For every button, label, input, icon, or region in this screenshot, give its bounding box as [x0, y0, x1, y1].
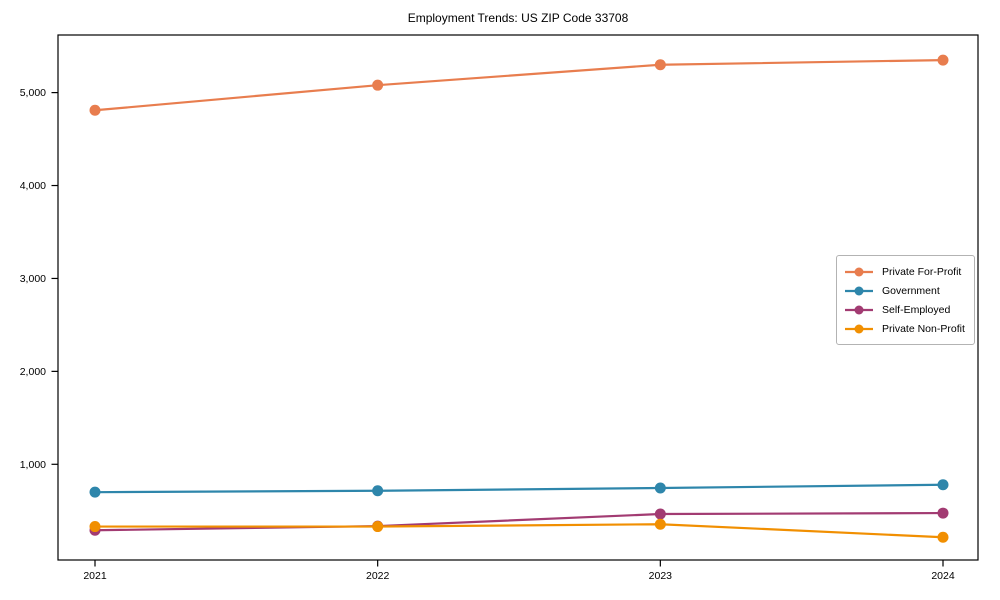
y-tick-label: 5,000	[20, 87, 46, 99]
legend-label: Private Non-Profit	[882, 322, 965, 335]
legend-label: Private For-Profit	[882, 265, 962, 278]
legend-marker-icon	[845, 286, 873, 295]
data-point	[89, 104, 101, 116]
x-axis-ticks: 2021 2022 2023 2024	[83, 560, 955, 582]
legend-label: Government	[882, 284, 940, 297]
legend-marker-icon	[845, 324, 873, 333]
series-line	[94, 483, 944, 494]
plot-frame	[57, 34, 979, 561]
legend-label: Self-Employed	[882, 303, 951, 316]
data-point	[937, 54, 949, 66]
data-point	[937, 479, 949, 491]
chart-title: Employment Trends: US ZIP Code 33708	[408, 11, 629, 25]
y-tick-label: 2,000	[20, 366, 46, 378]
data-point	[654, 482, 666, 494]
legend-item: Self-Employed	[844, 300, 967, 319]
data-point	[937, 531, 949, 543]
x-tick-label: 2021	[83, 570, 107, 582]
series-line	[95, 523, 944, 539]
y-tick-label: 1,000	[20, 459, 46, 471]
legend: Private For-Profit Government Self-Employe…	[836, 255, 975, 345]
data-point	[654, 508, 666, 520]
y-tick-label: 4,000	[20, 180, 46, 192]
y-tick-label: 3,000	[20, 273, 46, 285]
x-tick-label: 2023	[649, 570, 673, 582]
legend-marker-icon	[845, 305, 873, 314]
x-tick-label: 2024	[931, 570, 955, 582]
data-point	[372, 521, 384, 533]
data-point	[654, 518, 666, 530]
data-point	[372, 485, 384, 497]
x-tick-label: 2022	[366, 570, 390, 582]
data-point	[372, 79, 384, 91]
series-lines	[89, 54, 949, 543]
series-line	[94, 58, 944, 112]
series-line	[94, 511, 944, 532]
data-point	[654, 59, 666, 71]
y-axis-ticks: 1,000 2,000 3,000 4,000 5,000	[20, 87, 58, 471]
data-point	[89, 486, 101, 498]
data-point	[937, 507, 949, 519]
legend-item: Private Non-Profit	[844, 319, 967, 338]
data-point	[89, 521, 101, 533]
legend-marker-icon	[845, 267, 873, 276]
legend-item: Private For-Profit	[844, 262, 967, 281]
legend-item: Government	[844, 281, 967, 300]
